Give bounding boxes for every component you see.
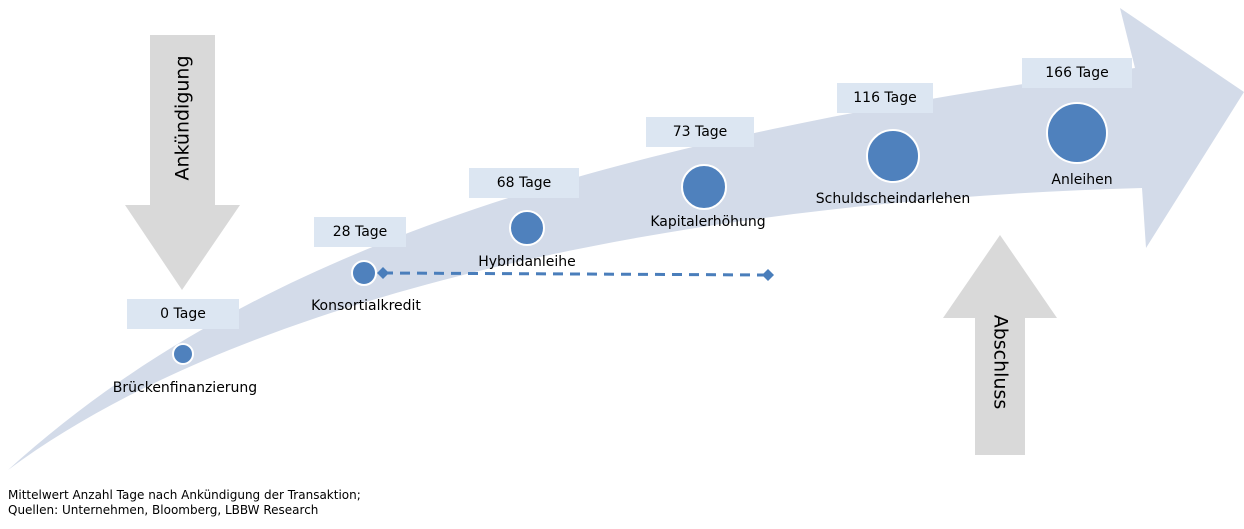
- announcement-label: Ankündigung: [172, 55, 194, 180]
- days-label: 68 Tage: [497, 175, 552, 191]
- announcement-arrow: [125, 35, 240, 290]
- footnote: Quellen: Unternehmen, Bloomberg, LBBW Re…: [8, 503, 318, 517]
- node-label: Hybridanleihe: [478, 254, 576, 270]
- closing-label: Abschluss: [990, 315, 1012, 410]
- node-circle: [681, 164, 727, 210]
- dashed-connector: [382, 271, 769, 277]
- days-box: [646, 117, 754, 147]
- diamond: [762, 269, 774, 281]
- days-box: [469, 168, 579, 198]
- days-box: [1022, 58, 1132, 88]
- days-label: 0 Tage: [160, 306, 206, 322]
- days-label: 28 Tage: [333, 224, 388, 240]
- days-label: 166 Tage: [1045, 65, 1109, 81]
- days-box: [837, 83, 933, 113]
- node-label: Konsortialkredit: [311, 298, 421, 314]
- timeline-arrow: [8, 8, 1244, 470]
- diamond: [377, 267, 389, 279]
- node-circle: [351, 260, 377, 286]
- days-box: [127, 299, 239, 329]
- footnote: Mittelwert Anzahl Tage nach Ankündigung …: [8, 488, 361, 502]
- days-label: 73 Tage: [673, 124, 728, 140]
- node-label: Brückenfinanzierung: [113, 380, 257, 396]
- node-label: Kapitalerhöhung: [650, 214, 765, 230]
- node-circle: [866, 129, 920, 183]
- node-circle: [509, 210, 545, 246]
- days-label: 116 Tage: [853, 90, 917, 106]
- node-circle: [172, 343, 194, 365]
- node-label: Anleihen: [1051, 172, 1112, 188]
- closing-arrow: [943, 235, 1057, 455]
- days-box: [314, 217, 406, 247]
- node-label: Schuldscheindarlehen: [816, 191, 970, 207]
- node-circle: [1046, 102, 1108, 164]
